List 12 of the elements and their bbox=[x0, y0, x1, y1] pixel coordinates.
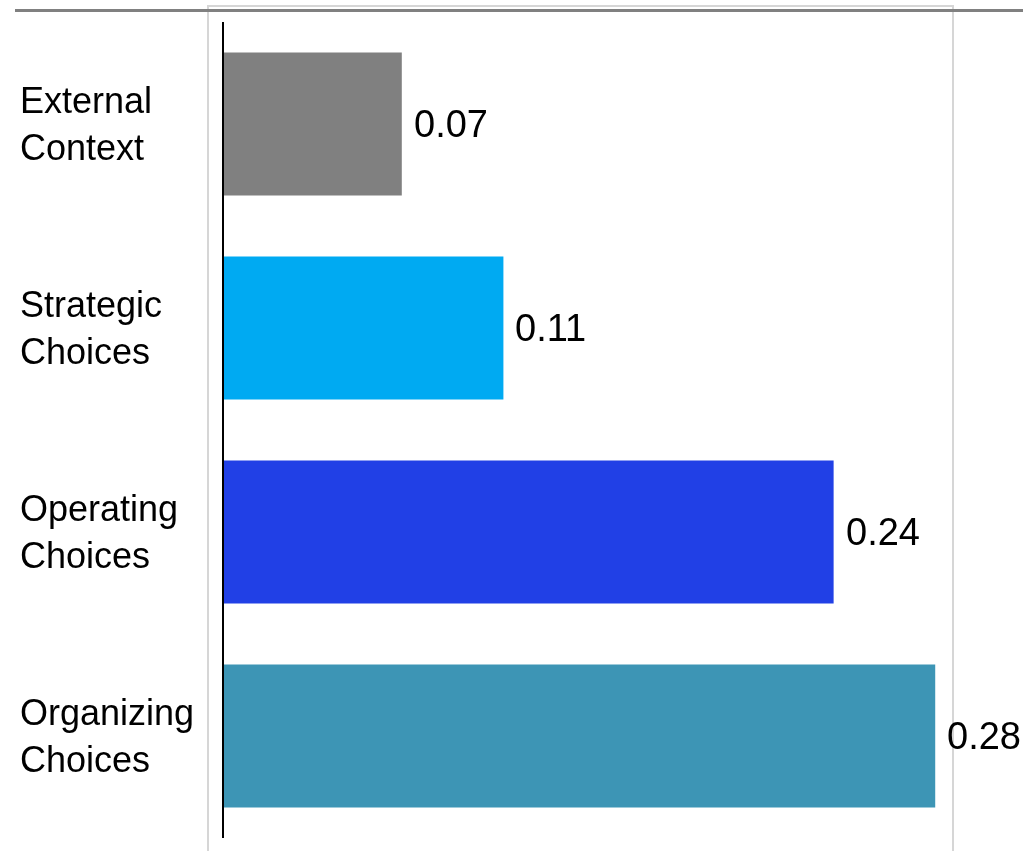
bar bbox=[224, 460, 834, 604]
y-tick-label: Strategic Choices bbox=[20, 284, 163, 372]
bar bbox=[224, 52, 402, 196]
data-label: 0.07 bbox=[414, 103, 488, 145]
data-label: 0.24 bbox=[846, 511, 920, 553]
bar bbox=[224, 664, 936, 808]
bar bbox=[224, 256, 504, 400]
y-tick-label: External Context bbox=[20, 80, 153, 168]
data-label: 0.28 bbox=[947, 715, 1021, 757]
y-tick-label: Organizing Choices bbox=[20, 692, 195, 780]
data-label: 0.11 bbox=[515, 307, 587, 349]
y-tick-label: Operating Choices bbox=[20, 488, 179, 576]
